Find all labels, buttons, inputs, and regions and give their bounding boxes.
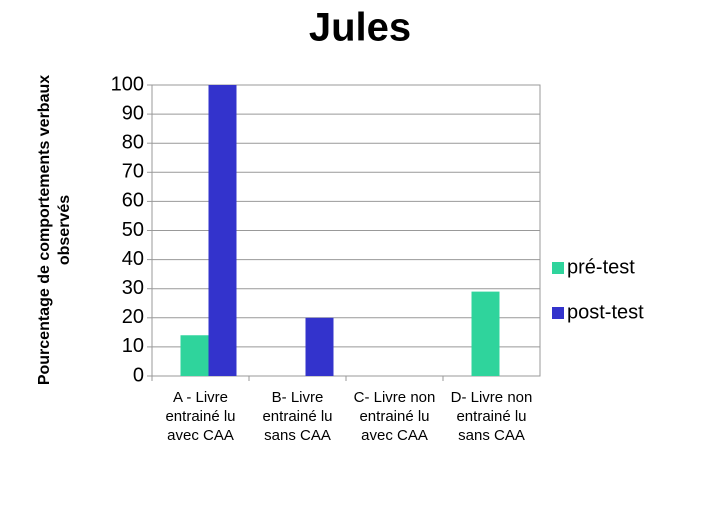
y-tick-label: 60 xyxy=(122,190,144,212)
y-tick-label: 50 xyxy=(122,219,144,241)
y-axis-label: Pourcentage de comportements verbaux obs… xyxy=(36,74,73,386)
y-tick-label: 40 xyxy=(122,248,144,270)
y-tick-label: 80 xyxy=(122,131,144,153)
chart-title: Jules xyxy=(309,6,411,50)
legend-swatch xyxy=(552,307,564,319)
bar xyxy=(180,335,209,376)
y-tick-label: 100 xyxy=(111,73,144,95)
x-tick-label: B- Livre entrainé lu sans CAA xyxy=(262,389,333,444)
legend-swatch xyxy=(552,262,564,274)
y-tick-label: 90 xyxy=(122,102,144,124)
legend-label: post-test xyxy=(567,301,644,323)
bar xyxy=(208,85,237,376)
y-tick-label: 70 xyxy=(122,161,144,183)
x-tick-label: C- Livre non entrainé lu avec CAA xyxy=(353,389,436,444)
x-tick-label: D- Livre non entrainé lu sans CAA xyxy=(450,389,533,444)
y-tick-label: 0 xyxy=(133,364,144,386)
y-tick-label: 20 xyxy=(122,306,144,328)
y-tick-label: 10 xyxy=(122,335,144,357)
legend-label: pré-test xyxy=(567,256,635,278)
x-tick-label: A - Livre entrainé lu avec CAA xyxy=(165,389,236,444)
bar xyxy=(305,317,334,376)
y-tick-label: 30 xyxy=(122,277,144,299)
bar xyxy=(471,291,500,376)
